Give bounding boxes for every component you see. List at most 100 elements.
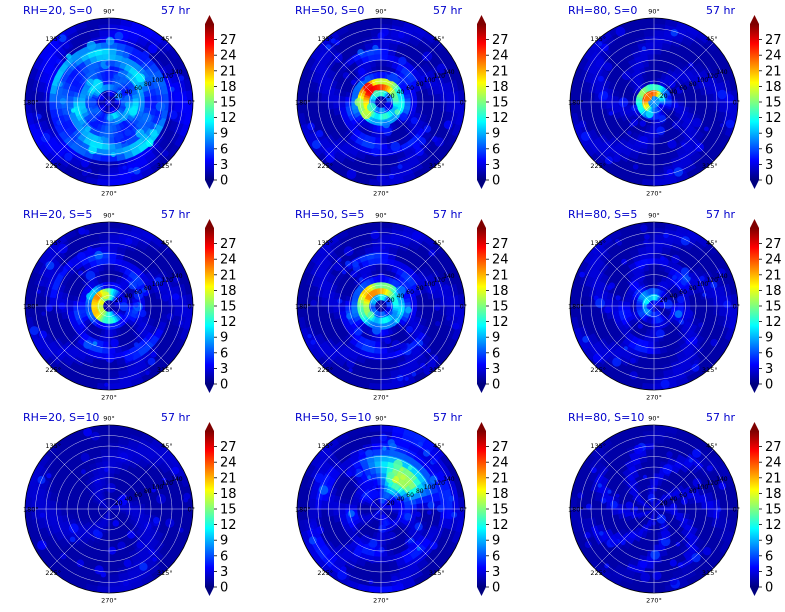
heatmap-blob xyxy=(84,229,90,235)
heatmap-cell xyxy=(707,500,715,510)
heatmap-cell xyxy=(108,23,121,31)
heatmap-cell xyxy=(594,491,603,502)
heatmap-cell xyxy=(713,71,724,84)
heatmap-cell xyxy=(653,29,665,37)
colorbar-tick-label: 15 xyxy=(492,300,509,315)
heatmap-blob xyxy=(673,102,679,108)
radial-tick-label: 120 xyxy=(161,480,173,487)
radial-tick-label: 60 xyxy=(679,85,687,92)
heatmap-blob xyxy=(702,292,707,297)
heatmap-blob xyxy=(692,117,702,128)
heatmap-cell xyxy=(628,248,640,258)
heatmap-cell xyxy=(326,94,334,103)
angle-label: 225° xyxy=(590,569,606,577)
radial-tick-label: 120 xyxy=(706,277,718,284)
heatmap-cell xyxy=(452,90,460,103)
heatmap-blob xyxy=(78,270,84,276)
heatmap-cell xyxy=(653,245,663,253)
heatmap-cell xyxy=(648,335,655,343)
heatmap-blob xyxy=(353,548,362,557)
radial-tick-label: 20 xyxy=(387,297,395,304)
heatmap-blob xyxy=(124,101,132,108)
heatmap-cell xyxy=(100,155,110,163)
colorbar-tick-label: 18 xyxy=(220,284,237,299)
grid-spoke xyxy=(653,101,714,162)
heatmap-cell xyxy=(129,433,142,444)
heatmap-cell xyxy=(372,448,382,456)
heatmap-blob xyxy=(367,311,375,319)
grid-spoke xyxy=(108,449,169,510)
radial-tick-label: 140 xyxy=(443,69,455,76)
heatmap-blob xyxy=(438,138,445,145)
radial-tick-label: 40 xyxy=(670,496,678,503)
angle-label: 0° xyxy=(460,303,467,311)
heatmap-blob xyxy=(431,136,438,143)
colorbar-tick-label: 9 xyxy=(492,127,500,142)
polar-panel: 204060801001201400°45°90°135°180°225°270… xyxy=(568,208,740,402)
heatmap-blob xyxy=(405,306,412,314)
panel-title: RH=80, S=10 xyxy=(568,411,644,424)
heatmap-blob xyxy=(641,46,647,51)
heatmap-cell xyxy=(108,143,117,151)
heatmap-blob xyxy=(416,339,424,347)
heatmap-blob xyxy=(378,546,385,554)
angle-label: 90° xyxy=(648,415,660,423)
heatmap-blob xyxy=(116,89,122,95)
heatmap-cell xyxy=(683,162,697,174)
heatmap-blob xyxy=(120,281,129,290)
colorbar-tick-label: 27 xyxy=(220,33,237,48)
heatmap-cell xyxy=(676,485,685,494)
heatmap-field xyxy=(570,222,738,390)
colorbar-extend-bottom xyxy=(750,180,759,189)
grid-spoke xyxy=(108,42,169,103)
heatmap-cell xyxy=(380,556,389,564)
heatmap-cell xyxy=(96,178,110,186)
angle-label: 0° xyxy=(460,506,467,514)
heatmap-cell xyxy=(380,71,386,79)
grid-spoke xyxy=(49,508,110,569)
heatmap-cell xyxy=(375,131,382,139)
heatmap-blob xyxy=(420,75,426,81)
angle-label: 45° xyxy=(706,35,718,43)
heatmap-cell xyxy=(380,263,388,271)
angle-label: 90° xyxy=(103,212,115,220)
colorbar-tick-label: 6 xyxy=(220,142,228,157)
heatmap-cell xyxy=(118,437,130,446)
heatmap-cell xyxy=(370,436,382,444)
heatmap-cell xyxy=(375,335,382,343)
heatmap-cell xyxy=(180,101,188,114)
colorbar-tick-label: 27 xyxy=(492,237,509,252)
radial-tick-label: 140 xyxy=(171,69,183,76)
radial-tick-label: 100 xyxy=(152,484,164,491)
angle-label: 270° xyxy=(646,597,662,605)
heatmap-blob xyxy=(597,483,602,488)
colorbar-tick-label: 15 xyxy=(765,300,782,315)
colorbar-tick-label: 15 xyxy=(220,96,237,111)
grid-spoke xyxy=(380,42,441,103)
heatmap-cell xyxy=(48,508,56,518)
grid-spoke xyxy=(594,246,655,307)
radial-tick-label: 140 xyxy=(171,476,183,483)
heatmap-blob xyxy=(83,108,88,113)
heatmap-cell xyxy=(185,305,193,319)
heatmap-cell xyxy=(646,251,655,259)
colorbar-tick-label: 9 xyxy=(765,331,773,346)
heatmap-blob xyxy=(407,465,413,470)
heatmap-blob xyxy=(625,501,633,510)
heatmap-blob xyxy=(354,327,363,336)
heatmap-cell xyxy=(332,94,340,103)
heatmap-blob xyxy=(132,166,141,175)
radial-tick-label: 40 xyxy=(670,89,678,96)
heatmap-cell xyxy=(421,266,432,278)
angle-label: 45° xyxy=(161,442,173,450)
heatmap-blob xyxy=(318,485,329,495)
heatmap-cell xyxy=(380,167,392,175)
heatmap-cell xyxy=(416,355,429,367)
heatmap-blob xyxy=(427,510,432,515)
heatmap-blob xyxy=(632,164,639,170)
colorbar-tick-label: 9 xyxy=(220,331,228,346)
radial-tick-label: 60 xyxy=(406,289,414,296)
heatmap-cell xyxy=(108,377,121,385)
colorbar-tick-label: 21 xyxy=(765,268,782,283)
heatmap-cell xyxy=(373,53,382,61)
